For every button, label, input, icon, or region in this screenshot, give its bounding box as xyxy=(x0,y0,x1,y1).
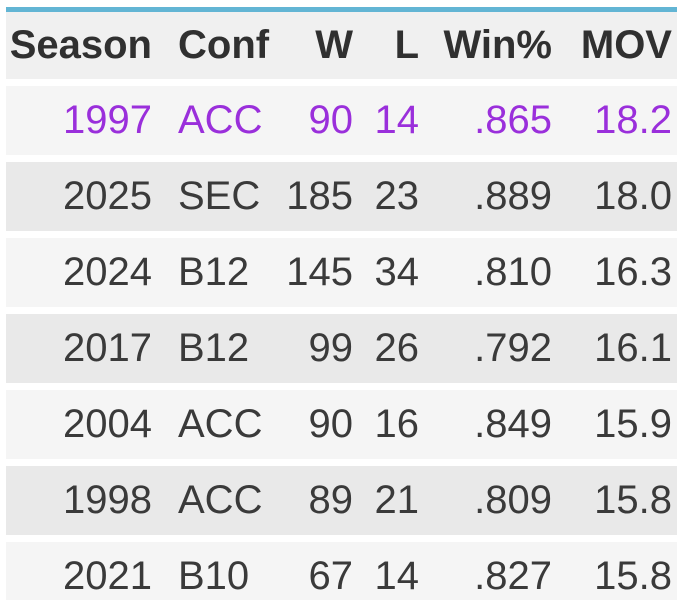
season-stats-table: Season Conf W L Win% MOV 1997 ACC 90 14 … xyxy=(6,7,677,600)
cell-mov: 15.8 xyxy=(594,478,672,522)
cell-losses: 34 xyxy=(374,250,420,294)
cell-losses: 14 xyxy=(374,98,420,142)
cell-wins: 99 xyxy=(308,326,354,370)
cell-season: 2025 xyxy=(63,174,152,218)
table-row: 1997 ACC 90 14 .865 18.2 xyxy=(6,86,677,155)
cell-conf: ACC xyxy=(178,402,263,446)
cell-winpct: .889 xyxy=(474,174,552,218)
cell-mov: 16.3 xyxy=(594,250,672,294)
cell-conf: ACC xyxy=(178,98,263,142)
cell-mov: 18.2 xyxy=(594,98,672,142)
cell-mov: 18.0 xyxy=(594,174,672,218)
cell-season: 2017 xyxy=(63,326,152,370)
cell-season: 2004 xyxy=(63,402,152,446)
cell-conf: B10 xyxy=(178,554,250,598)
cell-losses: 26 xyxy=(374,326,420,370)
table-row: 2017 B12 99 26 .792 16.1 xyxy=(6,314,677,383)
cell-conf: SEC xyxy=(178,174,261,218)
col-header-winpct[interactable]: Win% xyxy=(443,23,552,67)
cell-season: 1997 xyxy=(63,98,152,142)
table-row: 2024 B12 145 34 .810 16.3 xyxy=(6,238,677,307)
cell-season: 2021 xyxy=(63,554,152,598)
cell-wins: 90 xyxy=(308,98,354,142)
col-header-season[interactable]: Season xyxy=(9,23,152,67)
col-header-conf[interactable]: Conf xyxy=(178,23,270,67)
cell-wins: 185 xyxy=(286,174,353,218)
cell-conf: B12 xyxy=(178,250,250,294)
cell-winpct: .849 xyxy=(474,402,552,446)
col-header-losses[interactable]: L xyxy=(394,23,419,67)
table-top-accent xyxy=(6,7,677,12)
cell-winpct: .810 xyxy=(474,250,552,294)
cell-conf: B12 xyxy=(178,326,250,370)
cell-losses: 23 xyxy=(374,174,420,218)
cell-winpct: .792 xyxy=(474,326,552,370)
cell-winpct: .809 xyxy=(474,478,552,522)
cell-mov: 15.9 xyxy=(594,402,672,446)
col-header-wins[interactable]: W xyxy=(315,23,353,67)
cell-mov: 16.1 xyxy=(594,326,672,370)
table-row: 2004 ACC 90 16 .849 15.9 xyxy=(6,390,677,459)
cell-wins: 145 xyxy=(286,250,353,294)
cell-season: 1998 xyxy=(63,478,152,522)
cell-wins: 67 xyxy=(308,554,354,598)
table-row: 2021 B10 67 14 .827 15.8 xyxy=(6,542,677,600)
cell-wins: 90 xyxy=(308,402,354,446)
cell-winpct: .865 xyxy=(474,98,552,142)
cell-losses: 14 xyxy=(374,554,420,598)
cell-season: 2024 xyxy=(63,250,152,294)
cell-wins: 89 xyxy=(308,478,354,522)
cell-winpct: .827 xyxy=(474,554,552,598)
col-header-mov[interactable]: MOV xyxy=(580,23,672,67)
cell-conf: ACC xyxy=(178,478,263,522)
table-row: 1998 ACC 89 21 .809 15.8 xyxy=(6,466,677,535)
cell-mov: 15.8 xyxy=(594,554,672,598)
cell-losses: 16 xyxy=(374,402,420,446)
table-header-row: Season Conf W L Win% MOV xyxy=(6,12,677,79)
table-row: 2025 SEC 185 23 .889 18.0 xyxy=(6,162,677,231)
cell-losses: 21 xyxy=(374,478,420,522)
